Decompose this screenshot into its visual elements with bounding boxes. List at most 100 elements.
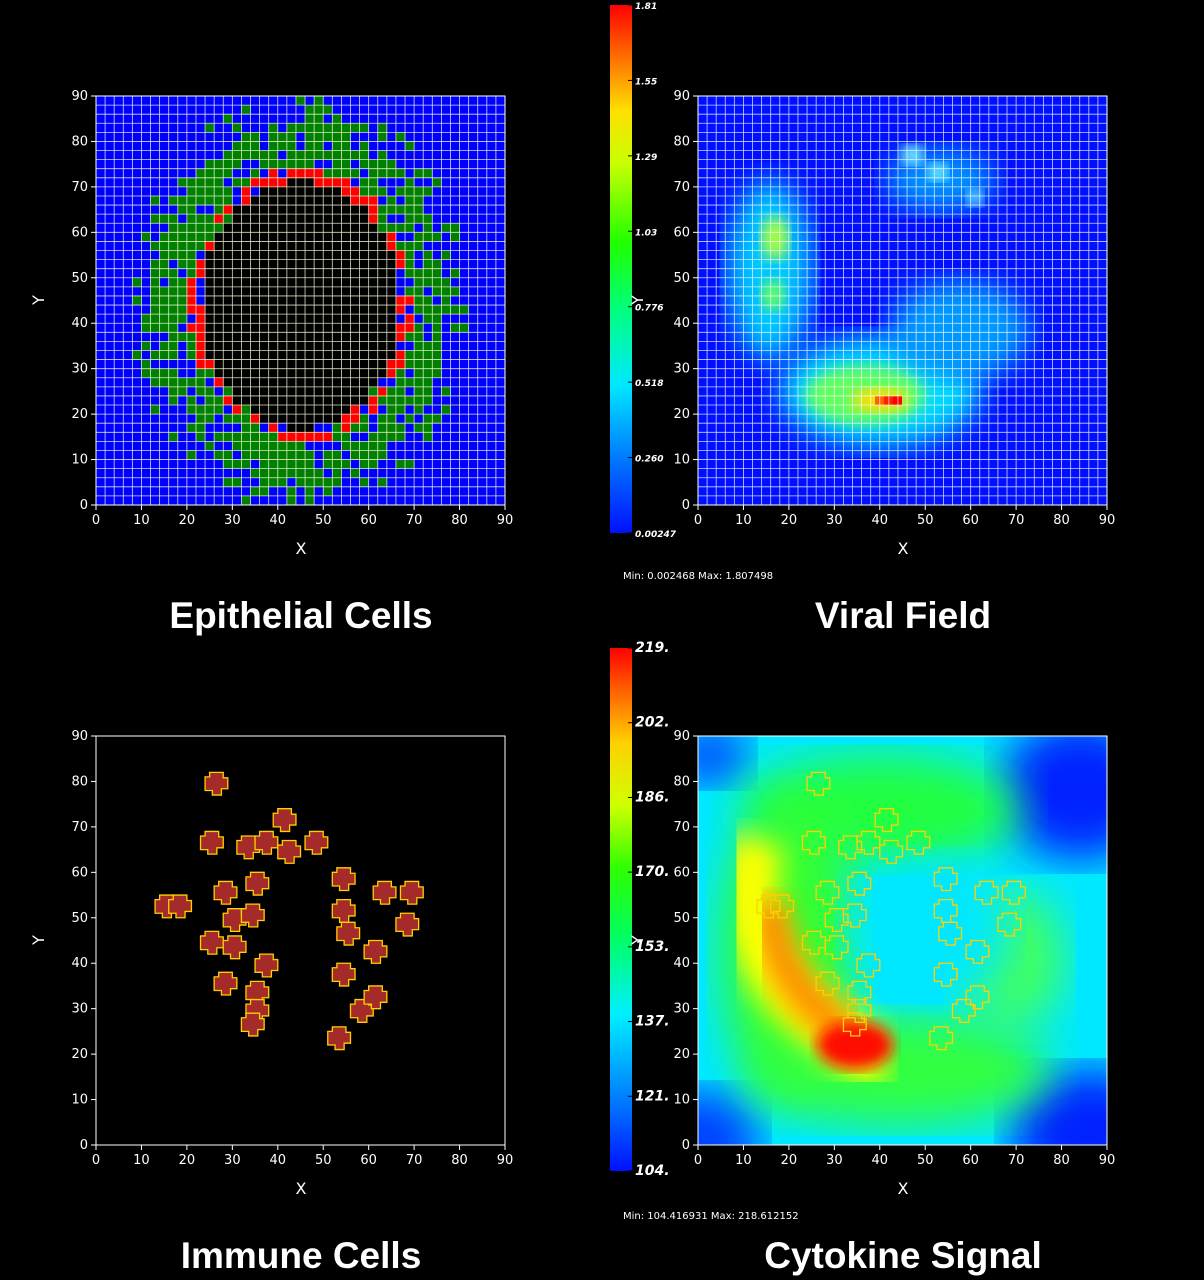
epithelial-cell	[414, 177, 424, 188]
epithelial-cell	[350, 159, 360, 170]
epithelial-cell	[277, 214, 288, 224]
epithelial-cell	[332, 96, 342, 106]
epithelial-cell	[168, 214, 179, 224]
epithelial-cell	[368, 223, 379, 233]
epithelial-cell	[259, 314, 269, 324]
epithelial-cell	[259, 195, 269, 206]
viral-y-label: Y	[628, 295, 647, 306]
epithelial-cell	[114, 332, 124, 342]
epithelial-cell	[205, 168, 215, 179]
epithelial-cell	[277, 286, 288, 297]
epithelial-cell	[186, 359, 197, 369]
epithelial-cell	[177, 405, 188, 415]
epithelial-cell	[105, 295, 115, 306]
epithelial-cell	[223, 350, 233, 360]
epithelial-cell	[205, 150, 215, 160]
epithelial-cell	[286, 105, 297, 115]
epithelial-cell	[459, 186, 469, 197]
epithelial-cell	[177, 305, 188, 315]
epithelial-cell	[277, 486, 288, 497]
viral-minmax: Min: 0.002468 Max: 1.807498	[623, 571, 773, 582]
epithelial-cell	[286, 168, 297, 179]
epithelial-cell	[441, 323, 451, 333]
epithelial-cell	[105, 268, 115, 279]
epithelial-cell	[205, 232, 215, 242]
cytokine-xtick-label: 0	[694, 1153, 702, 1168]
epithelial-cell	[186, 205, 197, 215]
epithelial-cell	[341, 168, 351, 179]
epithelial-cell	[423, 395, 433, 406]
epithelial-cell	[114, 168, 124, 179]
epithelial-cell	[341, 105, 351, 115]
epithelial-cell	[241, 450, 251, 460]
epithelial-cell	[214, 241, 224, 251]
epithelial-cell	[495, 486, 506, 497]
epithelial-cell	[314, 295, 324, 306]
epithelial-cell	[423, 377, 433, 388]
epithelial-cell	[477, 195, 488, 206]
epithelial-cell	[105, 150, 115, 160]
epithelial-cell	[495, 305, 506, 315]
epithelial-cell	[477, 468, 488, 479]
epithelial-cell	[177, 286, 188, 297]
epithelial-cell	[423, 205, 433, 215]
epithelial-cell	[432, 368, 442, 379]
epithelial-cell	[277, 341, 288, 351]
epithelial-cell	[495, 241, 506, 251]
immune-cell	[168, 894, 193, 919]
cytokine-immune-cell-outline	[997, 912, 1022, 937]
epithelial-cell	[414, 195, 424, 206]
epithelial-cell	[295, 332, 306, 342]
epithelial-cell	[450, 486, 460, 497]
epithelial-cell	[105, 259, 115, 269]
epithelial-cell	[359, 423, 369, 433]
epithelial-cell	[459, 286, 469, 297]
cytokine-ytick-label: 50	[673, 911, 690, 926]
epithelial-cell	[459, 405, 469, 415]
immune-cell	[331, 867, 356, 892]
viral-top-2	[928, 163, 948, 181]
epithelial-cell	[250, 96, 260, 106]
epithelial-cell	[450, 295, 460, 306]
epithelial-cell	[214, 150, 224, 160]
epithelial-cell	[141, 132, 151, 142]
epithelial-cell	[250, 477, 260, 488]
epithelial-cell	[395, 323, 406, 333]
epithelial-cell	[250, 295, 260, 306]
epithelial-cell	[96, 141, 106, 151]
epithelial-cell	[214, 223, 224, 233]
epithelial-cell	[195, 132, 206, 142]
epithelial-cell	[223, 305, 233, 315]
epithelial-cell	[186, 323, 197, 333]
epithelial-cell	[305, 359, 315, 369]
epithelial-cell	[468, 405, 479, 415]
epithelial-cell	[205, 359, 215, 369]
epithelial-cell	[350, 423, 360, 433]
epithelial-cell	[305, 241, 315, 251]
epithelial-cell	[241, 223, 251, 233]
epithelial-cell	[241, 259, 251, 269]
epithelial-cell	[159, 323, 170, 333]
epithelial-cell	[186, 405, 197, 415]
epithelial-cell	[495, 168, 506, 179]
epithelial-cell	[123, 123, 133, 133]
epithelial-cell	[195, 359, 206, 369]
epithelial-cell	[123, 286, 133, 297]
epithelial-cell	[150, 195, 160, 206]
immune-xtick-label: 80	[451, 1153, 468, 1168]
epithelial-cell	[114, 468, 124, 479]
epithelial-cell	[268, 332, 279, 342]
epithelial-cell	[405, 114, 415, 124]
epithelial-cell	[368, 423, 379, 433]
epithelial-cell	[441, 305, 451, 315]
epithelial-cell	[395, 377, 406, 388]
epithelial-cell	[186, 277, 197, 288]
epithelial-cell	[159, 341, 170, 351]
epithelial-cell	[341, 277, 351, 288]
epithelial-cell	[405, 268, 415, 279]
epithelial-cell	[350, 377, 360, 388]
epithelial-cell	[286, 223, 297, 233]
viral-top-1	[900, 145, 924, 165]
epithelial-cell	[405, 305, 415, 315]
epithelial-cell	[323, 295, 333, 306]
